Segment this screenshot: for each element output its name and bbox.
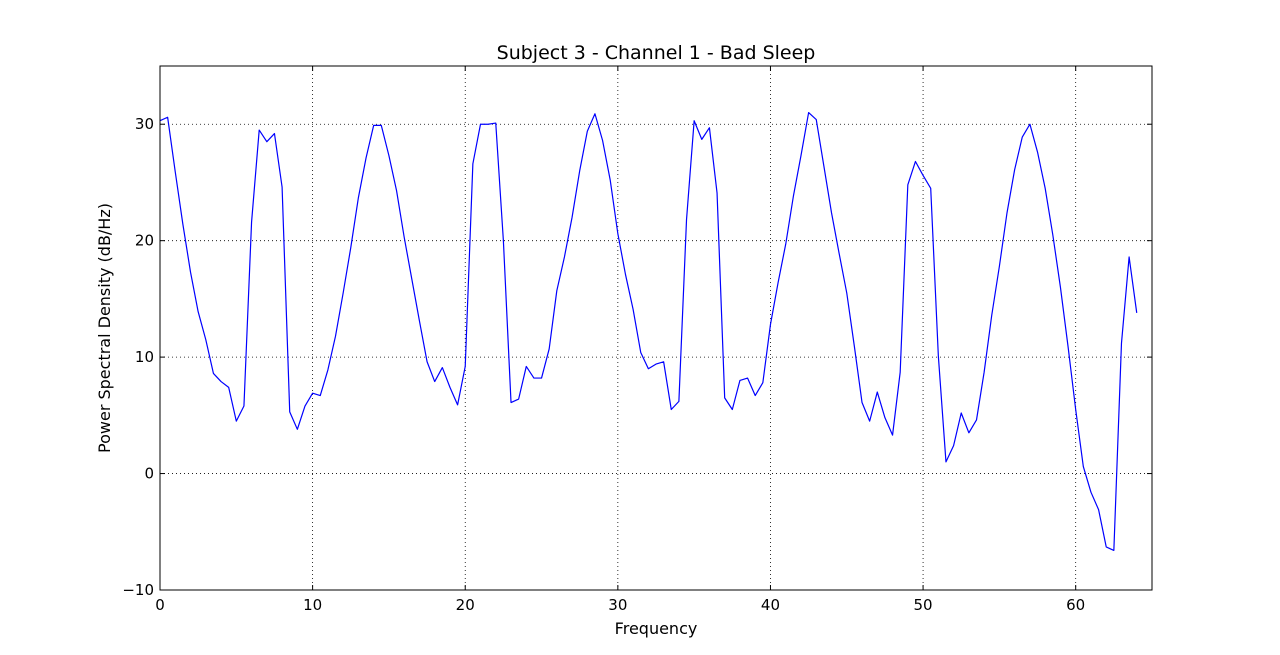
y-tick-label: 30 bbox=[135, 115, 154, 133]
x-tick-label: 10 bbox=[303, 596, 322, 614]
y-axis-label: Power Spectral Density (dB/Hz) bbox=[95, 203, 114, 453]
x-tick-label: 0 bbox=[155, 596, 165, 614]
x-tick-label: 40 bbox=[761, 596, 780, 614]
series-line-0 bbox=[159, 111, 1138, 552]
x-axis-label: Frequency bbox=[615, 619, 698, 638]
plot-area-frame bbox=[159, 65, 1153, 591]
x-tick-label: 20 bbox=[456, 596, 475, 614]
y-tick-label: 20 bbox=[135, 232, 154, 250]
grid-lines bbox=[159, 66, 1152, 591]
y-tick-label: 10 bbox=[135, 348, 154, 366]
chart-title: Subject 3 - Channel 1 - Bad Sleep bbox=[497, 42, 816, 64]
x-tick-label: 50 bbox=[914, 596, 933, 614]
x-tick-label: 60 bbox=[1066, 596, 1085, 614]
x-tick-label: 30 bbox=[608, 596, 627, 614]
y-tick-label: −10 bbox=[122, 581, 154, 599]
series-layer bbox=[159, 111, 1138, 552]
y-tick-label: 0 bbox=[144, 465, 154, 483]
